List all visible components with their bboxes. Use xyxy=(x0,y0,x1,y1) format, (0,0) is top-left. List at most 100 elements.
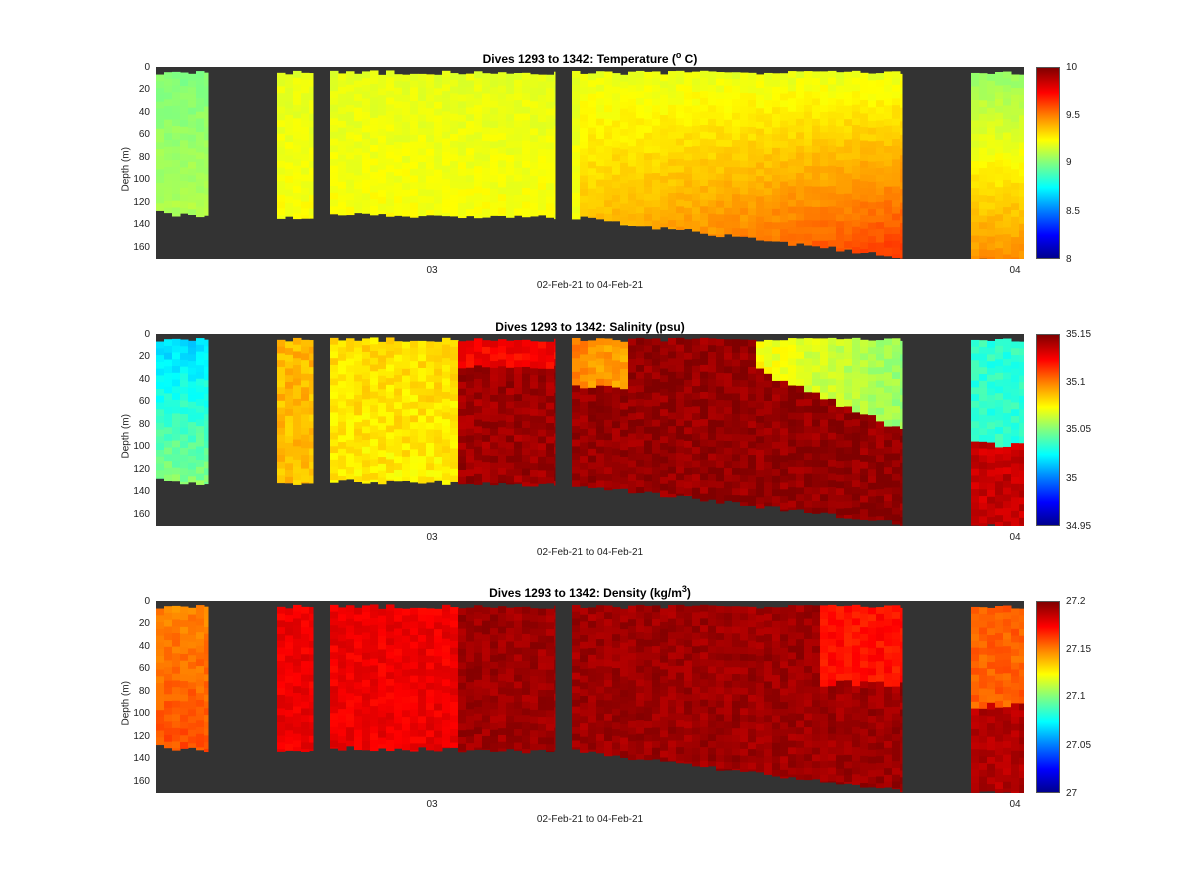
heatmap-cell xyxy=(338,168,347,176)
heatmap-cell xyxy=(378,669,387,678)
heatmap-cell xyxy=(628,152,637,161)
heatmap-cell xyxy=(804,186,813,194)
heatmap-cell xyxy=(402,88,411,96)
heatmap-cell xyxy=(458,682,467,691)
heatmap-cell xyxy=(652,132,661,140)
heatmap-cell xyxy=(378,156,387,164)
heatmap-cell xyxy=(458,189,467,197)
heatmap-cell xyxy=(979,360,988,368)
heatmap-cell xyxy=(1011,88,1020,96)
heatmap-cell xyxy=(612,113,621,122)
heatmap-cell xyxy=(346,618,355,627)
heatmap-cell xyxy=(546,436,555,444)
heatmap-cell xyxy=(716,427,725,435)
heatmap-cell xyxy=(482,394,491,402)
heatmap-cell xyxy=(572,131,581,140)
heatmap-cell xyxy=(788,405,797,414)
heatmap-cell xyxy=(1011,243,1020,252)
heatmap-cell xyxy=(876,120,885,128)
heatmap-cell xyxy=(402,128,411,137)
heatmap-cell xyxy=(434,423,443,431)
heatmap-cell xyxy=(636,351,645,359)
heatmap-cell xyxy=(293,604,302,613)
heatmap-cell xyxy=(410,114,419,122)
heatmap-cell xyxy=(204,113,209,121)
heatmap-cell xyxy=(346,419,355,427)
heatmap-cell xyxy=(180,647,189,655)
heatmap-cell xyxy=(572,432,581,441)
heatmap-cell xyxy=(156,375,165,383)
heatmap-cell xyxy=(900,128,903,136)
heatmap-cell xyxy=(188,395,197,403)
heatmap-cell xyxy=(796,220,805,228)
heatmap-cell xyxy=(588,401,597,409)
heatmap-cell xyxy=(884,98,893,106)
heatmap-cell xyxy=(293,179,302,187)
heatmap-cell xyxy=(506,195,515,203)
heatmap-cell xyxy=(1019,169,1024,177)
heatmap-cell xyxy=(458,87,467,96)
heatmap-cell xyxy=(450,715,459,723)
heatmap-cell xyxy=(1011,189,1020,197)
heatmap-cell xyxy=(172,98,181,107)
heatmap-cell xyxy=(708,179,717,188)
heatmap-cell xyxy=(1003,487,1012,495)
heatmap-cell xyxy=(580,114,589,122)
heatmap-cell xyxy=(402,108,411,116)
heatmap-cell xyxy=(434,176,443,184)
heatmap-cell xyxy=(692,358,701,367)
heatmap-cell xyxy=(900,347,903,355)
heatmap-cell xyxy=(309,373,314,382)
heatmap-cell xyxy=(708,213,717,222)
heatmap-cell xyxy=(378,122,387,130)
heatmap-cell xyxy=(394,743,403,749)
heatmap-cell xyxy=(868,100,877,108)
heatmap-cell xyxy=(362,686,371,694)
heatmap-cell xyxy=(1003,159,1012,167)
heatmap-cell xyxy=(434,156,443,164)
heatmap-cell xyxy=(402,348,411,356)
heatmap-cell xyxy=(812,385,821,394)
heatmap-cell xyxy=(180,167,189,175)
heatmap-cell xyxy=(788,125,797,133)
heatmap-cell xyxy=(293,473,302,481)
heatmap-cell xyxy=(620,135,629,144)
heatmap-cell xyxy=(530,175,539,184)
heatmap-cell xyxy=(164,454,173,462)
heatmap-cell xyxy=(434,74,443,83)
heatmap-cell xyxy=(652,145,661,154)
heatmap-cell xyxy=(394,361,403,369)
heatmap-cell xyxy=(418,668,427,677)
heatmap-cell xyxy=(277,427,286,436)
heatmap-cell xyxy=(514,194,523,203)
heatmap-cell xyxy=(301,661,310,669)
heatmap-cell xyxy=(156,669,165,677)
heatmap-cell xyxy=(788,213,797,221)
heatmap-cell xyxy=(410,614,419,622)
heatmap-cell xyxy=(180,373,189,381)
heatmap-cell xyxy=(466,722,475,731)
heatmap-cell xyxy=(620,203,629,211)
heatmap-cell xyxy=(756,443,765,451)
heatmap-cell xyxy=(716,221,725,229)
heatmap-cell xyxy=(346,673,355,681)
heatmap-cell xyxy=(277,640,286,648)
heatmap-cell xyxy=(788,392,797,400)
heatmap-cell xyxy=(514,461,523,470)
heatmap-cell xyxy=(458,375,467,383)
heatmap-cell xyxy=(884,78,893,86)
heatmap-cell xyxy=(644,426,653,435)
heatmap-cell xyxy=(394,155,403,163)
heatmap-cell xyxy=(620,348,629,356)
heatmap-cell xyxy=(748,441,757,449)
heatmap-cell xyxy=(346,412,355,421)
heatmap-cell xyxy=(788,138,797,147)
heatmap-cell xyxy=(277,167,286,175)
heatmap-cell xyxy=(692,186,701,195)
heatmap-cell xyxy=(450,729,459,737)
heatmap-cell xyxy=(204,201,209,209)
heatmap-cell xyxy=(764,428,773,436)
heatmap-cell xyxy=(772,502,781,507)
heatmap-cell xyxy=(860,394,869,402)
heatmap-cell xyxy=(285,470,294,478)
